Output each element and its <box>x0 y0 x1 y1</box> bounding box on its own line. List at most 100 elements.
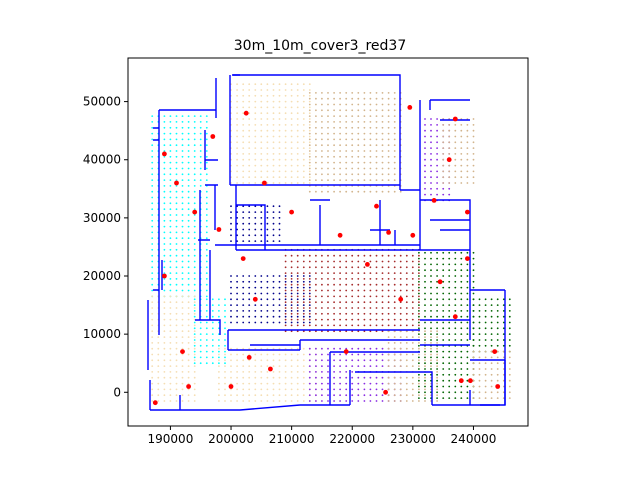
coverage-dot <box>375 138 378 141</box>
coverage-dot <box>339 278 341 280</box>
coverage-dot <box>260 211 263 214</box>
coverage-dot <box>302 382 305 385</box>
coverage-dot <box>290 394 293 397</box>
coverage-dot <box>193 196 196 199</box>
coverage-dot <box>436 336 438 338</box>
coverage-dot <box>260 304 263 306</box>
coverage-dot <box>472 292 475 295</box>
coverage-dot <box>260 371 263 373</box>
coverage-dot <box>236 400 239 402</box>
coverage-dot <box>345 400 348 402</box>
coverage-dot <box>284 359 287 362</box>
coverage-dot <box>296 286 299 289</box>
coverage-dot <box>399 376 402 379</box>
coverage-dot <box>327 161 329 164</box>
coverage-dot <box>315 365 317 367</box>
coverage-dot <box>321 115 323 117</box>
coverage-dot <box>175 301 178 304</box>
coverage-dot <box>296 347 299 350</box>
coverage-dot <box>375 155 378 158</box>
coverage-dot <box>490 333 493 335</box>
coverage-dot <box>442 176 445 179</box>
coverage-dot <box>272 94 275 97</box>
coverage-dot <box>199 121 202 123</box>
coverage-dot <box>272 100 275 103</box>
coverage-dot <box>254 382 257 385</box>
coverage-dot <box>151 243 154 245</box>
coverage-dot <box>375 161 378 164</box>
coverage-dot <box>327 365 329 367</box>
coverage-dot <box>321 371 323 373</box>
coverage-dot <box>266 182 269 184</box>
coverage-dot <box>199 356 202 359</box>
coverage-dot <box>308 132 311 135</box>
coverage-dot <box>205 225 208 228</box>
coverage-dot <box>418 278 420 280</box>
coverage-dot <box>418 298 420 301</box>
coverage-dot <box>411 330 414 333</box>
coverage-dot <box>321 400 323 402</box>
coverage-dot <box>254 100 257 103</box>
coverage-dot <box>290 164 293 167</box>
coverage-dot <box>333 312 335 315</box>
coverage-dot <box>169 342 172 344</box>
coverage-dot <box>284 394 287 397</box>
coverage-dot <box>448 193 451 196</box>
coverage-dot <box>381 173 384 176</box>
coverage-dot <box>424 135 426 138</box>
coverage-dot <box>193 185 196 187</box>
coverage-dot <box>357 347 360 350</box>
coverage-dot <box>181 237 184 240</box>
coverage-dot <box>284 280 287 283</box>
coverage-dot <box>424 275 426 277</box>
coverage-dot <box>454 310 457 312</box>
coverage-dot <box>496 368 499 370</box>
coverage-dot <box>387 260 390 263</box>
coverage-dot <box>290 295 293 298</box>
coverage-dot <box>236 100 239 103</box>
coverage-dot <box>478 315 481 318</box>
coverage-dot <box>460 333 463 335</box>
coverage-dot <box>333 155 335 158</box>
coverage-dot <box>381 301 384 304</box>
coverage-dot <box>163 196 166 199</box>
coverage-dot <box>169 237 172 240</box>
coverage-dot <box>424 187 426 190</box>
coverage-dot <box>369 382 372 385</box>
coverage-dot <box>351 283 354 286</box>
coverage-dot <box>502 362 505 365</box>
coverage-dot <box>308 400 311 402</box>
coverage-dot <box>308 382 311 385</box>
coverage-dot <box>181 190 184 193</box>
coverage-dot <box>242 292 245 295</box>
coverage-dot <box>345 126 348 129</box>
coverage-dot <box>284 164 287 167</box>
coverage-dot <box>436 141 438 144</box>
coverage-dot <box>442 286 445 289</box>
coverage-dot <box>424 353 426 356</box>
coverage-dot <box>424 257 426 260</box>
coverage-dot <box>169 219 172 222</box>
coverage-dot <box>284 118 287 120</box>
coverage-dot <box>163 214 166 216</box>
coverage-dot <box>393 330 396 333</box>
coverage-dot <box>351 324 354 327</box>
coverage-dot <box>302 118 305 120</box>
coverage-dot <box>278 228 281 231</box>
coverage-dot <box>284 307 287 309</box>
coverage-dot <box>266 94 269 97</box>
coverage-dot <box>272 158 275 161</box>
coverage-dot <box>187 214 190 216</box>
coverage-dot <box>266 211 269 214</box>
coverage-dot <box>399 388 402 391</box>
coverage-dot <box>242 382 245 385</box>
coverage-dot <box>169 126 172 129</box>
coverage-dot <box>230 400 232 402</box>
coverage-dot <box>266 298 269 301</box>
coverage-dot <box>490 373 493 376</box>
coverage-dot <box>369 318 372 321</box>
coverage-dot <box>302 283 305 286</box>
coverage-dot <box>436 353 438 356</box>
coverage-dot <box>284 182 287 184</box>
coverage-dot <box>436 356 438 359</box>
